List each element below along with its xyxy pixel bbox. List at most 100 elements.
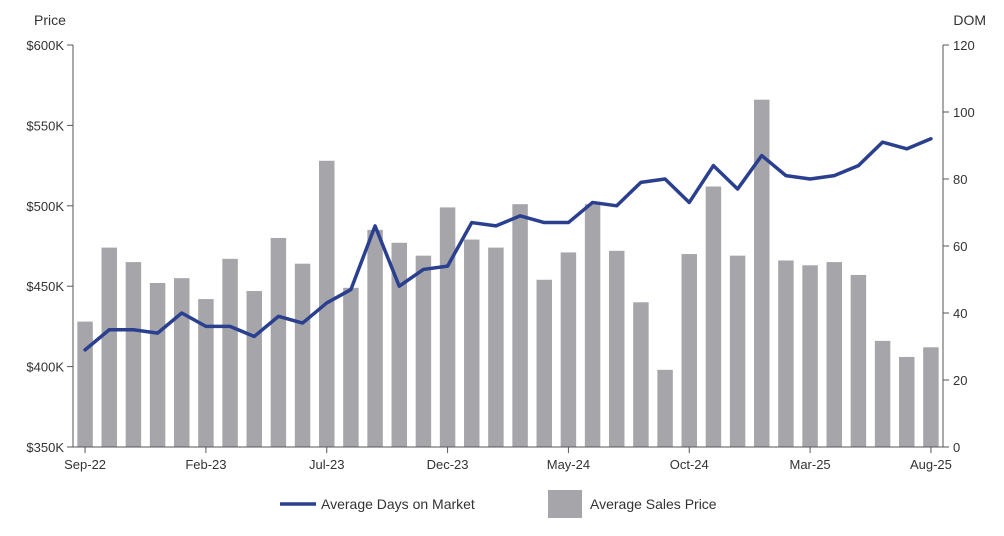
bar bbox=[560, 252, 577, 447]
y-right-tick-label: 0 bbox=[953, 440, 960, 455]
dom-point bbox=[253, 335, 256, 338]
bar bbox=[149, 282, 166, 447]
dom-point bbox=[470, 221, 473, 224]
bar bbox=[681, 254, 697, 447]
dom-line bbox=[83, 137, 933, 352]
dom-point bbox=[736, 187, 739, 191]
y-right-tick-label: 20 bbox=[953, 373, 967, 388]
y-left-axis-title: Price bbox=[34, 12, 66, 28]
y-left-tick-label: $450K bbox=[26, 279, 64, 294]
bar bbox=[850, 274, 867, 447]
dom-point bbox=[494, 224, 498, 228]
dom-point bbox=[760, 154, 763, 157]
dom-point bbox=[808, 177, 812, 181]
dom-point bbox=[663, 177, 667, 181]
y-left-tick-label: $550K bbox=[26, 118, 64, 133]
bar bbox=[899, 356, 915, 447]
dom-point bbox=[905, 147, 908, 151]
bar bbox=[729, 255, 746, 447]
dom-point bbox=[108, 328, 111, 331]
bar bbox=[270, 237, 287, 447]
bar bbox=[198, 299, 214, 447]
x-tick-label: Feb-23 bbox=[185, 457, 226, 472]
bar bbox=[512, 204, 528, 447]
dom-point bbox=[639, 181, 643, 184]
dom-point bbox=[688, 201, 691, 204]
dom-point bbox=[929, 137, 933, 140]
dom-point bbox=[349, 288, 353, 291]
dom-point bbox=[446, 264, 449, 268]
dom-point bbox=[712, 164, 715, 167]
bar bbox=[77, 321, 93, 447]
bar bbox=[609, 250, 625, 447]
y-left-tick-label: $600K bbox=[26, 38, 64, 53]
bar bbox=[584, 204, 601, 447]
bar bbox=[778, 260, 794, 447]
bar bbox=[874, 340, 891, 447]
dom-point bbox=[543, 221, 546, 224]
dom-point bbox=[132, 328, 135, 331]
bar bbox=[391, 242, 407, 447]
dom-point bbox=[591, 201, 594, 204]
dom-point bbox=[422, 268, 425, 271]
bar bbox=[125, 262, 142, 447]
x-tick-label: May-24 bbox=[547, 457, 590, 472]
bar bbox=[826, 262, 842, 447]
dom-point bbox=[180, 311, 183, 315]
y-right-tick-label: 60 bbox=[953, 239, 967, 254]
bar bbox=[633, 302, 649, 447]
bar bbox=[923, 347, 939, 447]
x-tick-label: Dec-23 bbox=[427, 457, 469, 472]
bar bbox=[657, 369, 673, 447]
bar bbox=[488, 247, 504, 447]
x-ticks: Sep-22 Feb-23 Jul-23 Dec-23 May-24 Oct-24 Mar-… bbox=[64, 447, 952, 472]
dom-point bbox=[567, 221, 570, 224]
bar bbox=[367, 229, 383, 447]
dom-point bbox=[833, 174, 836, 177]
dom-point bbox=[228, 325, 232, 328]
dom-point bbox=[156, 331, 159, 335]
dom-point bbox=[857, 164, 860, 167]
y-left-tick-label: $500K bbox=[26, 199, 64, 214]
dom-point bbox=[518, 214, 522, 218]
dom-point bbox=[784, 174, 788, 177]
y-left-ticks: $350K $400K $450K $500K $550K $600K bbox=[26, 38, 73, 455]
bar-series-average-sales-price bbox=[77, 99, 939, 448]
legend-label-average-days-on-market: Average Days on Market bbox=[321, 496, 475, 512]
y-right-tick-label: 80 bbox=[953, 172, 967, 187]
x-tick-label: Jul-23 bbox=[309, 457, 344, 472]
legend-swatch-average-sales-price bbox=[548, 490, 582, 518]
bar bbox=[439, 207, 456, 447]
bar bbox=[294, 263, 311, 447]
x-tick-label: Sep-22 bbox=[64, 457, 106, 472]
legend-label-average-sales-price: Average Sales Price bbox=[590, 496, 717, 512]
y-right-tick-label: 120 bbox=[953, 38, 975, 53]
y-right-tick-label: 40 bbox=[953, 306, 967, 321]
bar bbox=[222, 258, 238, 447]
dom-point bbox=[398, 285, 401, 288]
bar bbox=[343, 287, 359, 447]
x-tick-label: Mar-25 bbox=[789, 457, 830, 472]
dom-point bbox=[277, 315, 280, 318]
bar bbox=[101, 247, 117, 447]
bar bbox=[536, 279, 552, 447]
y-left-tick-label: $400K bbox=[26, 360, 64, 375]
y-right-axis-title: DOM bbox=[953, 12, 986, 28]
bar bbox=[246, 291, 262, 447]
legend: Average Days on Market Average Sales Pri… bbox=[280, 490, 717, 518]
dom-point bbox=[373, 224, 377, 228]
bar bbox=[705, 186, 722, 447]
x-tick-label: Oct-24 bbox=[670, 457, 709, 472]
bar bbox=[802, 265, 818, 447]
dom-point bbox=[83, 348, 87, 352]
dom-point bbox=[881, 140, 884, 144]
bar bbox=[464, 239, 480, 447]
dom-point bbox=[301, 321, 304, 325]
dom-point bbox=[615, 204, 618, 207]
bar bbox=[174, 278, 190, 447]
bar bbox=[415, 255, 432, 447]
dom-point bbox=[325, 301, 328, 305]
dom-point bbox=[204, 325, 208, 328]
line-series-average-days-on-market bbox=[83, 137, 933, 352]
